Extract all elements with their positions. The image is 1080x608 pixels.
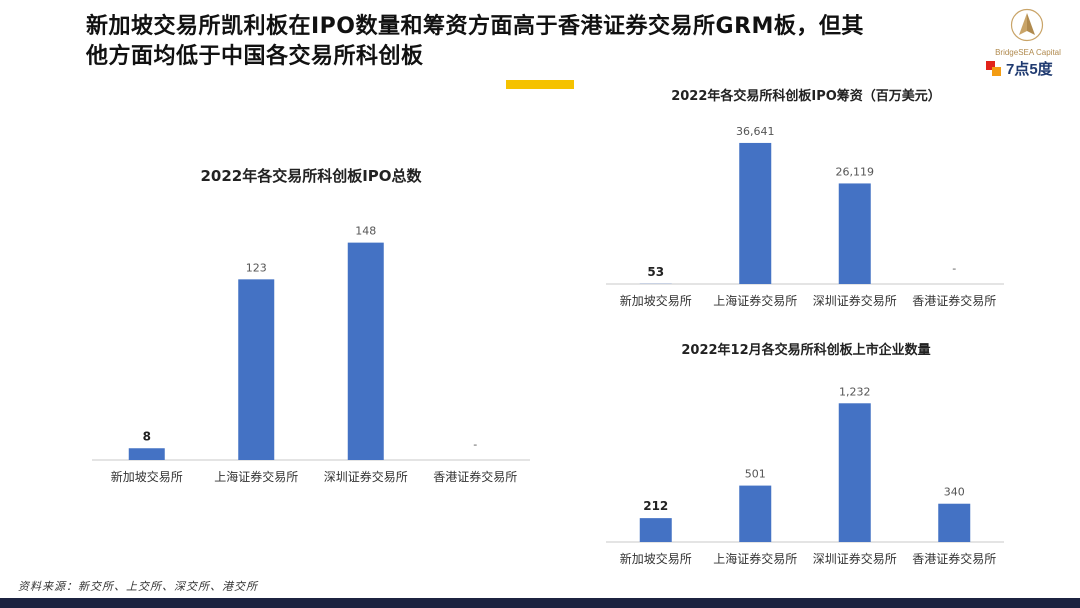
category-label: 新加坡交易所: [111, 469, 183, 484]
bar: [739, 142, 772, 284]
logo-name: BridgeSEA Capital: [995, 48, 1061, 57]
chart-ipo-count: 2022年各交易所科创板IPO总数 8 新加坡交易所 123 上海证券交易所 148 深圳证…: [86, 155, 536, 495]
category-label: 香港证券交易所: [433, 469, 517, 484]
data-label: 501: [745, 468, 766, 481]
bar: [739, 485, 772, 542]
bar: [838, 403, 871, 542]
chart-title: 2022年各交易所科创板IPO总数: [200, 167, 422, 185]
category-label: 深圳证券交易所: [324, 469, 408, 484]
category-label: 深圳证券交易所: [813, 551, 897, 566]
footer-bar: [0, 598, 1080, 608]
category-label: 上海证券交易所: [713, 551, 797, 566]
data-label: 123: [246, 261, 267, 274]
chart-title: 2022年各交易所科创板IPO筹资（百万美元）: [671, 88, 941, 104]
bar: [838, 183, 871, 284]
data-label: 53: [647, 265, 664, 279]
bar: [238, 279, 275, 460]
chart-title: 2022年12月各交易所科创板上市企业数量: [681, 342, 930, 358]
sail-logo-icon: [1010, 8, 1044, 42]
company-logo: BridgeSEA Capital 7点5度: [980, 8, 1076, 80]
logo-sub-text: 7点5度: [1006, 61, 1053, 78]
category-label: 上海证券交易所: [214, 469, 298, 484]
category-label: 新加坡交易所: [620, 551, 692, 566]
data-label: -: [473, 438, 477, 451]
chart-svg: 2022年12月各交易所科创板上市企业数量 212 新加坡交易所 501 上海证券交易所…: [606, 342, 1004, 566]
category-label: 深圳证券交易所: [813, 293, 897, 308]
category-label: 香港证券交易所: [912, 551, 996, 566]
data-label: 8: [143, 429, 151, 443]
slide-title-line-2: 他方面均低于中国各交易所科创板: [86, 44, 424, 69]
category-label: 上海证券交易所: [713, 293, 797, 308]
data-label: 148: [355, 225, 376, 238]
data-label: -: [952, 262, 956, 275]
title-accent-bar: [506, 80, 574, 89]
logo-red-square: [986, 61, 995, 70]
chart-ipo-funding: 2022年各交易所科创板IPO筹资（百万美元） 53 新加坡交易所 36,641 上海证…: [600, 80, 1012, 316]
chart-listed-companies: 2022年12月各交易所科创板上市企业数量 212 新加坡交易所 501 上海证券交易所…: [600, 336, 1012, 570]
logo-sub-brand: 7点5度: [986, 58, 1076, 80]
chart-svg: 2022年各交易所科创板IPO总数 8 新加坡交易所 123 上海证券交易所 148 深圳证…: [92, 167, 530, 484]
logo-orange-square: [992, 67, 1001, 76]
category-label: 香港证券交易所: [912, 293, 996, 308]
data-label: 212: [643, 499, 668, 513]
bar: [938, 503, 971, 542]
data-label: 26,119: [836, 165, 875, 178]
bar: [639, 518, 672, 542]
category-label: 新加坡交易所: [620, 293, 692, 308]
chart-svg: 2022年各交易所科创板IPO筹资（百万美元） 53 新加坡交易所 36,641 上海证…: [606, 88, 1004, 308]
data-label: 340: [944, 486, 965, 499]
slide-title: 新加坡交易所凯利板在IPO数量和筹资方面高于香港证券交易所GRM板，但其 他方面…: [86, 12, 986, 72]
bar: [347, 242, 384, 460]
slide-title-line-1: 新加坡交易所凯利板在IPO数量和筹资方面高于香港证券交易所GRM板，但其: [86, 14, 864, 39]
source-note: 资料来源：新交所、上交所、深交所、港交所: [18, 580, 258, 593]
bar: [128, 448, 165, 460]
data-label: 1,232: [839, 385, 871, 398]
data-label: 36,641: [736, 125, 775, 138]
